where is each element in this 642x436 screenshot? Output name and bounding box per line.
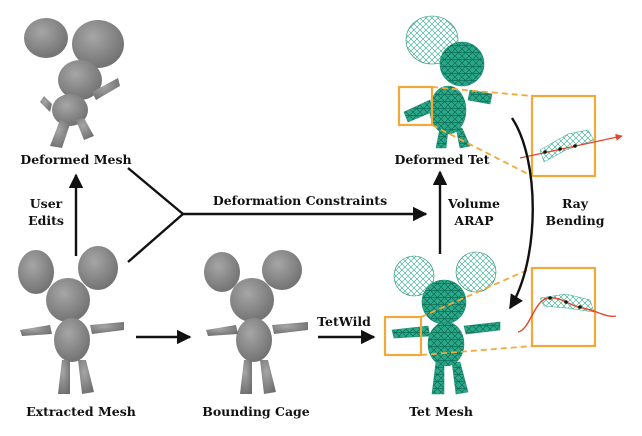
deformed-tet-label: Deformed Tet: [394, 152, 490, 167]
deformed-tet-highlight: [397, 85, 533, 177]
tet-mesh-figure: [391, 251, 501, 395]
deformed-mesh-label: Deformed Mesh: [20, 152, 132, 167]
ray-bending-line2: Bending: [545, 212, 605, 228]
user-edits-line2: Edits: [28, 212, 64, 228]
user-edits-line1: User: [29, 196, 63, 211]
volume-arap-label: Volume ARAP: [446, 196, 502, 230]
bounding-cage-label: Bounding Cage: [202, 404, 310, 419]
ray-bending-arrow: [508, 117, 534, 310]
tet-mesh-label: Tet Mesh: [409, 404, 473, 419]
deformed-mesh-figure: [24, 18, 124, 148]
tet-mesh-highlight: [383, 267, 533, 357]
tetwild-label: TetWild: [317, 314, 371, 329]
extracted-mesh-figure: [18, 246, 124, 394]
merge-connector: [127, 167, 184, 263]
user-edits-label: User Edits: [26, 196, 66, 230]
extracted-mesh-label: Extracted Mesh: [26, 404, 136, 419]
deformation-constraints-label: Deformation Constraints: [212, 193, 388, 208]
deformed-tet-figure: [403, 15, 493, 149]
ray-bending-line1: Ray: [561, 196, 589, 211]
volume-arap-line2: ARAP: [454, 212, 494, 228]
ray-bending-label: Ray Bending: [540, 196, 610, 230]
tet-mesh-zoom-inset: [517, 266, 617, 348]
volume-arap-line1: Volume: [448, 196, 500, 211]
deformed-tet-zoom-inset: [519, 94, 623, 178]
bounding-cage-figure: [204, 250, 308, 394]
